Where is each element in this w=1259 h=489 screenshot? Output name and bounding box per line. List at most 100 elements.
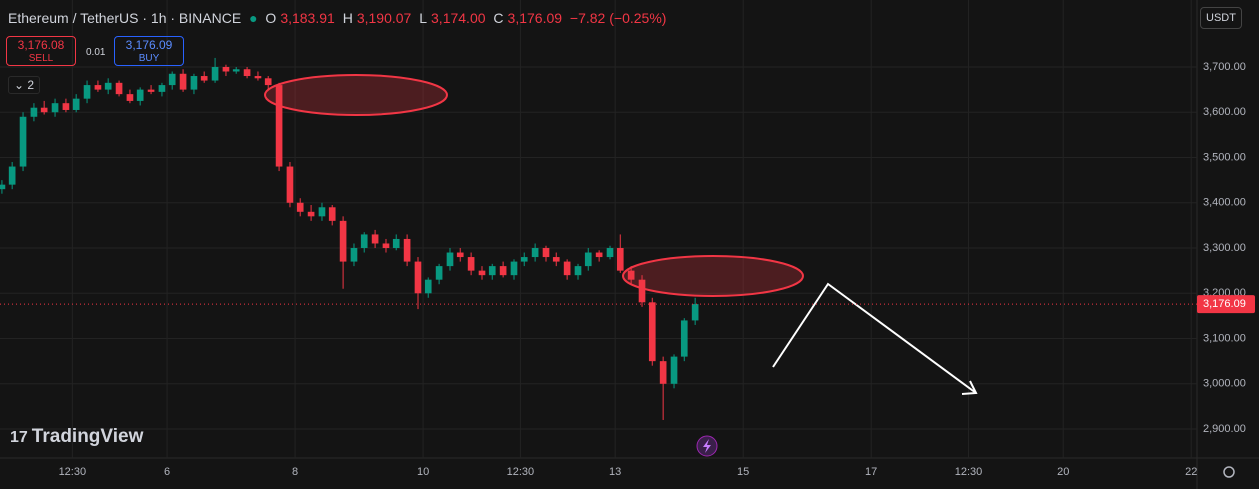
change: −7.82 (−0.25%) xyxy=(569,10,667,26)
candle-body xyxy=(499,266,507,276)
y-tick-label: 3,100.00 xyxy=(1203,332,1246,344)
ohlc-label: C xyxy=(493,10,504,26)
y-tick-label: 3,000.00 xyxy=(1203,378,1246,390)
candle-body xyxy=(392,238,400,249)
plot-bg xyxy=(0,0,1197,458)
candle-body xyxy=(40,107,48,113)
candle-body xyxy=(478,270,486,276)
candle-body xyxy=(200,76,208,81)
candle-body xyxy=(648,302,656,362)
x-tick-label: 13 xyxy=(609,466,621,478)
x-tick-label: 12:30 xyxy=(59,466,87,478)
candle-body xyxy=(8,166,16,185)
candle-body xyxy=(264,78,272,86)
candle-body xyxy=(168,73,176,86)
candle-body xyxy=(403,238,411,262)
candle-body xyxy=(0,184,6,190)
candle-body xyxy=(94,85,102,90)
ohlc-label: H xyxy=(342,10,353,26)
candle-body xyxy=(296,202,304,212)
legend-header: Ethereum / TetherUS · 1h · BINANCE ● O 3,… xyxy=(8,10,670,26)
sell-button[interactable]: 3,176.08 SELL xyxy=(6,36,76,66)
candle-body xyxy=(83,85,91,99)
candle-body xyxy=(232,69,240,72)
candle-body xyxy=(222,66,230,72)
y-tick-label: 3,600.00 xyxy=(1203,106,1246,118)
candle-body xyxy=(574,266,582,276)
candle-body xyxy=(606,248,614,258)
candle-body xyxy=(371,234,379,244)
candle-body xyxy=(339,220,347,262)
candle-body xyxy=(456,252,464,258)
candle-body xyxy=(638,279,646,303)
ohlc-value: 3,176.09 xyxy=(507,10,563,26)
candle-body xyxy=(126,94,134,101)
x-tick-label: 12:30 xyxy=(507,466,535,478)
indicators-toggle[interactable]: ⌄ 2 xyxy=(8,76,41,94)
candle-body xyxy=(254,76,262,79)
y-tick-label: 2,900.00 xyxy=(1203,423,1246,435)
ohlc-label: O xyxy=(265,10,277,26)
candle-body xyxy=(563,261,571,276)
x-tick-label: 17 xyxy=(865,466,877,478)
candle-body xyxy=(627,270,635,280)
buy-button[interactable]: 3,176.09 BUY xyxy=(114,36,184,66)
candle-body xyxy=(531,248,539,258)
x-tick-label: 20 xyxy=(1057,466,1069,478)
buy-label: BUY xyxy=(138,53,160,64)
candle-body xyxy=(414,261,422,294)
candle-body xyxy=(467,257,475,271)
event-icon-bolt xyxy=(703,439,711,453)
currency-select[interactable]: USDT xyxy=(1200,7,1242,29)
candle-body xyxy=(243,69,251,77)
x-tick-label: 12:30 xyxy=(955,466,983,478)
candle-body xyxy=(158,85,166,92)
candle-body xyxy=(520,257,528,262)
candle-body xyxy=(190,76,198,90)
candle-body xyxy=(552,257,560,262)
buy-price: 3,176.09 xyxy=(125,38,173,52)
candle-body xyxy=(104,82,112,90)
current-price-label: 3,176.09 xyxy=(1203,298,1246,310)
candle-body xyxy=(360,234,368,249)
candle-body xyxy=(328,207,336,221)
candle-body xyxy=(147,89,155,92)
y-tick-label: 3,300.00 xyxy=(1203,242,1246,254)
x-tick-label: 10 xyxy=(417,466,429,478)
candle-body xyxy=(286,166,294,203)
candle-body xyxy=(51,103,59,113)
x-tick-label: 15 xyxy=(737,466,749,478)
candle-body xyxy=(19,116,27,167)
candle-body xyxy=(446,252,454,267)
candle-body xyxy=(211,66,219,81)
candle-body xyxy=(616,248,624,271)
indicator-count: 2 xyxy=(27,78,35,92)
candle-body xyxy=(136,89,144,101)
y-tick-label: 3,700.00 xyxy=(1203,61,1246,73)
candle-body xyxy=(659,361,667,384)
brand-name: TradingView xyxy=(31,426,144,447)
y-tick-label: 3,400.00 xyxy=(1203,197,1246,209)
candle-body xyxy=(510,261,518,276)
settings-icon[interactable] xyxy=(1223,466,1235,478)
candle-body xyxy=(488,266,496,276)
x-tick-label: 6 xyxy=(164,466,170,478)
candle-body xyxy=(691,304,699,321)
x-tick-label: 8 xyxy=(292,466,298,478)
projection-arrow xyxy=(772,282,977,394)
brand-logo: 17 TradingView xyxy=(10,426,143,448)
sell-label: SELL xyxy=(28,53,54,64)
candle-body xyxy=(350,248,358,262)
x-tick-label: 22 xyxy=(1185,466,1197,478)
candle-body xyxy=(307,211,315,217)
candle-body xyxy=(318,207,326,217)
candle-body xyxy=(595,252,603,258)
ohlc-value: 3,190.07 xyxy=(356,10,412,26)
ohlc-label: L xyxy=(419,10,428,26)
candle-body xyxy=(382,243,390,249)
highlight-zone xyxy=(264,74,448,116)
symbol: Ethereum / TetherUS · 1h · BINANCE xyxy=(8,10,242,26)
candle-body xyxy=(30,107,38,117)
